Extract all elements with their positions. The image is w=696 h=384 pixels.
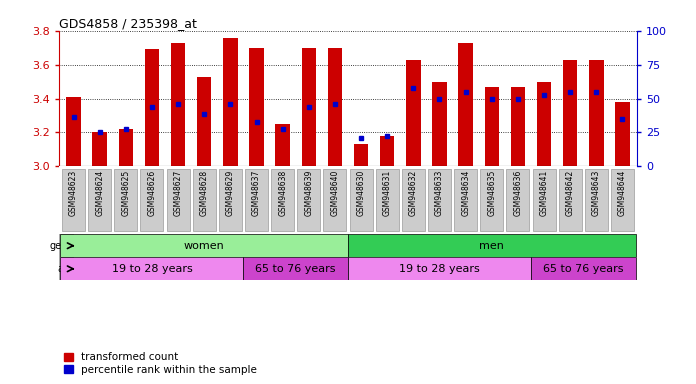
Legend: transformed count, percentile rank within the sample: transformed count, percentile rank withi…: [64, 353, 257, 375]
Bar: [297, 169, 320, 232]
Bar: [484, 87, 499, 166]
Bar: [88, 169, 111, 232]
Bar: [114, 169, 137, 232]
Bar: [428, 169, 451, 232]
Bar: [324, 169, 347, 232]
Bar: [245, 169, 268, 232]
Bar: [531, 257, 635, 280]
Bar: [348, 257, 531, 280]
Bar: [589, 60, 603, 166]
Bar: [145, 50, 159, 166]
Bar: [61, 257, 244, 280]
Bar: [66, 97, 81, 166]
Bar: [197, 76, 212, 166]
Text: GSM948624: GSM948624: [95, 170, 104, 216]
Bar: [171, 43, 185, 166]
Bar: [354, 144, 368, 166]
Bar: [380, 136, 395, 166]
Text: GSM948636: GSM948636: [514, 170, 523, 216]
Bar: [249, 48, 264, 166]
Text: GSM948639: GSM948639: [304, 170, 313, 216]
Bar: [615, 102, 630, 166]
Bar: [563, 60, 578, 166]
Bar: [585, 169, 608, 232]
Bar: [59, 257, 74, 280]
Text: GDS4858 / 235398_at: GDS4858 / 235398_at: [59, 17, 197, 30]
Text: men: men: [480, 241, 504, 251]
Text: GSM948644: GSM948644: [618, 170, 627, 216]
Bar: [271, 169, 294, 232]
Text: GSM948638: GSM948638: [278, 170, 287, 216]
Text: GSM948634: GSM948634: [461, 170, 470, 216]
Bar: [141, 169, 164, 232]
Text: 19 to 28 years: 19 to 28 years: [399, 264, 480, 274]
Bar: [511, 87, 525, 166]
Text: GSM948625: GSM948625: [121, 170, 130, 216]
Bar: [454, 169, 477, 232]
Text: GSM948635: GSM948635: [487, 170, 496, 216]
Bar: [166, 169, 189, 232]
Text: GSM948628: GSM948628: [200, 170, 209, 216]
Text: GSM948632: GSM948632: [409, 170, 418, 216]
Bar: [611, 169, 634, 232]
Text: women: women: [184, 241, 225, 251]
Bar: [328, 48, 342, 166]
Bar: [532, 169, 555, 232]
Text: GSM948630: GSM948630: [356, 170, 365, 216]
Text: GSM948627: GSM948627: [173, 170, 182, 216]
Text: GSM948633: GSM948633: [435, 170, 444, 216]
Bar: [301, 48, 316, 166]
Text: 65 to 76 years: 65 to 76 years: [255, 264, 336, 274]
Text: GSM948626: GSM948626: [148, 170, 157, 216]
Bar: [244, 257, 348, 280]
Text: GSM948643: GSM948643: [592, 170, 601, 216]
Bar: [118, 129, 133, 166]
Bar: [276, 124, 290, 166]
Text: GSM948629: GSM948629: [226, 170, 235, 216]
Bar: [406, 60, 420, 166]
Bar: [61, 234, 348, 257]
Bar: [507, 169, 530, 232]
Bar: [480, 169, 503, 232]
Bar: [219, 169, 242, 232]
Text: GSM948623: GSM948623: [69, 170, 78, 216]
Bar: [193, 169, 216, 232]
Text: GSM948642: GSM948642: [566, 170, 575, 216]
Text: 65 to 76 years: 65 to 76 years: [543, 264, 624, 274]
Bar: [559, 169, 582, 232]
Bar: [432, 81, 447, 166]
Text: gender: gender: [49, 241, 84, 251]
Text: GSM948637: GSM948637: [252, 170, 261, 216]
Text: 19 to 28 years: 19 to 28 years: [111, 264, 192, 274]
Text: GSM948641: GSM948641: [539, 170, 548, 216]
Text: age: age: [57, 264, 75, 274]
Bar: [93, 132, 107, 166]
Bar: [59, 234, 74, 257]
Bar: [349, 169, 372, 232]
Bar: [223, 38, 237, 166]
Bar: [459, 43, 473, 166]
Text: GSM948631: GSM948631: [383, 170, 392, 216]
Bar: [376, 169, 399, 232]
Bar: [62, 169, 85, 232]
Bar: [348, 234, 635, 257]
Text: GSM948640: GSM948640: [331, 170, 340, 216]
Bar: [537, 81, 551, 166]
Bar: [402, 169, 425, 232]
